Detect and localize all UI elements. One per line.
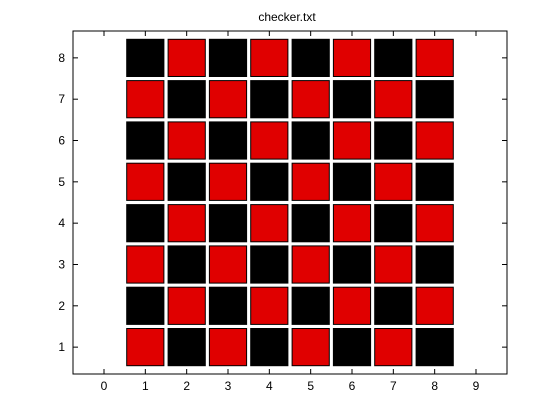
cell-x5-y8 bbox=[291, 38, 330, 77]
cell-x8-y5 bbox=[415, 162, 454, 201]
cell-x6-y1 bbox=[332, 328, 372, 367]
cell-x5-y3 bbox=[291, 245, 330, 284]
cell-x5-y5 bbox=[291, 162, 330, 201]
x-tick-label: 0 bbox=[101, 379, 108, 393]
y-tick-label: 6 bbox=[58, 134, 65, 148]
cell-x1-y1 bbox=[126, 328, 165, 367]
cell-x3-y6 bbox=[208, 121, 248, 160]
cell-x8-y3 bbox=[415, 245, 454, 284]
cell-x8-y7 bbox=[415, 80, 454, 119]
cell-x2-y4 bbox=[167, 204, 206, 243]
cell-x6-y7 bbox=[332, 80, 372, 119]
x-tick-label: 4 bbox=[266, 379, 273, 393]
y-tick-label: 4 bbox=[58, 216, 65, 230]
cell-x6-y6 bbox=[332, 121, 372, 160]
cell-x8-y4 bbox=[415, 204, 454, 243]
cell-x5-y4 bbox=[291, 204, 330, 243]
cell-x7-y5 bbox=[374, 162, 413, 201]
cell-x8-y8 bbox=[415, 38, 454, 77]
y-tick-label: 5 bbox=[58, 175, 65, 189]
cell-x3-y8 bbox=[208, 38, 248, 77]
cell-x3-y5 bbox=[208, 162, 248, 201]
x-tick-label: 1 bbox=[142, 379, 149, 393]
y-tick-label: 3 bbox=[58, 257, 65, 271]
cell-x1-y6 bbox=[126, 121, 165, 160]
x-tick-label: 6 bbox=[349, 379, 356, 393]
cell-x6-y8 bbox=[332, 38, 372, 77]
x-tick-label: 9 bbox=[473, 379, 480, 393]
cell-x3-y7 bbox=[208, 80, 248, 119]
cell-x2-y2 bbox=[167, 286, 206, 325]
cell-x6-y3 bbox=[332, 245, 372, 284]
cell-x4-y5 bbox=[250, 162, 289, 201]
cell-x8-y1 bbox=[415, 328, 454, 367]
cell-x5-y7 bbox=[291, 80, 330, 119]
cell-x2-y5 bbox=[167, 162, 206, 201]
cell-x8-y2 bbox=[415, 286, 454, 325]
cell-x3-y3 bbox=[208, 245, 248, 284]
cell-x6-y5 bbox=[332, 162, 372, 201]
x-tick-label: 5 bbox=[307, 379, 314, 393]
cell-x2-y6 bbox=[167, 121, 206, 160]
cell-x4-y6 bbox=[250, 121, 289, 160]
cell-x5-y1 bbox=[291, 328, 330, 367]
cell-x7-y2 bbox=[374, 286, 413, 325]
x-tick-label: 8 bbox=[431, 379, 438, 393]
cell-x3-y2 bbox=[208, 286, 248, 325]
cell-x3-y1 bbox=[208, 328, 248, 367]
cell-x7-y7 bbox=[374, 80, 413, 119]
chart-title: checker.txt bbox=[258, 10, 316, 24]
cell-x7-y3 bbox=[374, 245, 413, 284]
cell-x8-y6 bbox=[415, 121, 454, 160]
cell-x1-y4 bbox=[126, 204, 165, 243]
cell-x5-y2 bbox=[291, 286, 330, 325]
cell-x7-y8 bbox=[374, 38, 413, 77]
cell-x2-y3 bbox=[167, 245, 206, 284]
cell-x1-y7 bbox=[126, 80, 165, 119]
cell-x7-y6 bbox=[374, 121, 413, 160]
cell-x1-y8 bbox=[126, 38, 165, 77]
y-tick-label: 8 bbox=[58, 51, 65, 65]
y-tick-label: 1 bbox=[58, 340, 65, 354]
cell-x4-y2 bbox=[250, 286, 289, 325]
x-tick-label: 7 bbox=[390, 379, 397, 393]
x-tick-label: 2 bbox=[183, 379, 190, 393]
cell-x7-y4 bbox=[374, 204, 413, 243]
cell-x4-y7 bbox=[250, 80, 289, 119]
ticks-layer: 0 1 2 3 4 5 6 7 8 9 1 2 3 4 5 6 7 8 bbox=[58, 31, 507, 393]
cell-x4-y8 bbox=[250, 38, 289, 77]
cell-x2-y8 bbox=[167, 38, 206, 77]
cell-x4-y4 bbox=[250, 204, 289, 243]
cells-layer bbox=[126, 38, 454, 367]
cell-x2-y7 bbox=[167, 80, 206, 119]
cell-x6-y2 bbox=[332, 286, 372, 325]
cell-x3-y4 bbox=[208, 204, 248, 243]
x-tick-label: 3 bbox=[225, 379, 232, 393]
cell-x1-y2 bbox=[126, 286, 165, 325]
y-tick-label: 2 bbox=[58, 299, 65, 313]
y-tick-label: 7 bbox=[58, 92, 65, 106]
cell-x6-y4 bbox=[332, 204, 372, 243]
cell-x2-y1 bbox=[167, 328, 206, 367]
cell-x7-y1 bbox=[374, 328, 413, 367]
cell-x5-y6 bbox=[291, 121, 330, 160]
cell-x1-y3 bbox=[126, 245, 165, 284]
cell-x1-y5 bbox=[126, 162, 165, 201]
cell-x4-y1 bbox=[250, 328, 289, 367]
cell-x4-y3 bbox=[250, 245, 289, 284]
